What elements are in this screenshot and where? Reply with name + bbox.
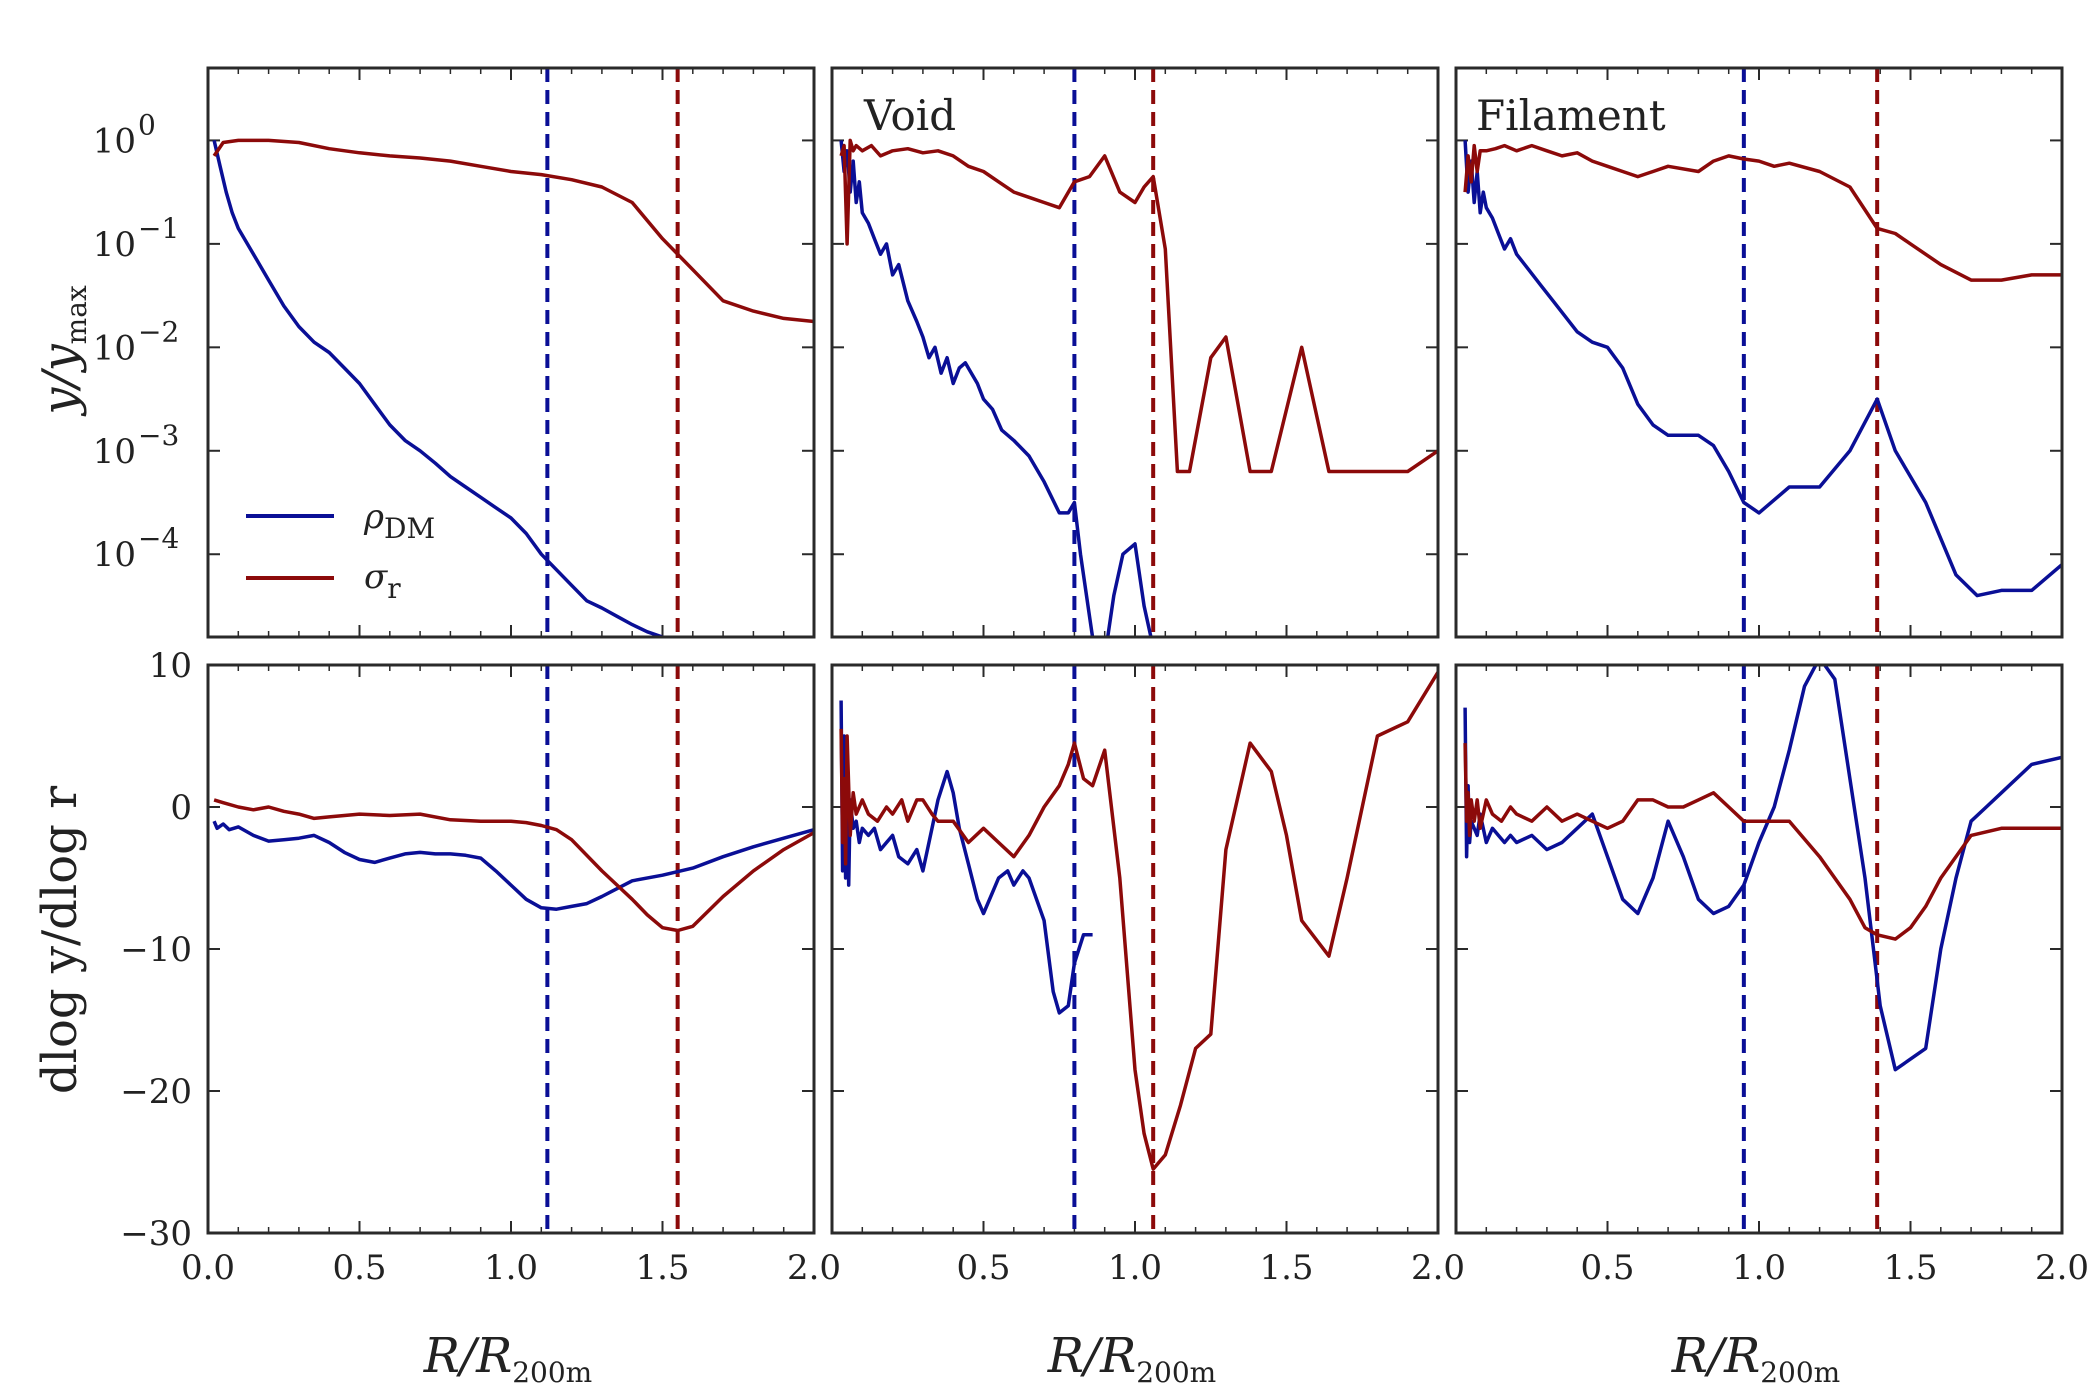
x-tick-label: 0.5 [1580,1248,1634,1288]
xlabel-col-0: R/R200m [423,1328,592,1389]
y-tick-exponent: −3 [138,419,179,452]
y-tick-label: 10 [93,535,136,575]
panel-frame [1454,663,2064,1235]
y-tick-label: 10 [93,432,136,472]
x-tick-label: 1.5 [1259,1248,1313,1288]
panel-frame [830,663,1440,1235]
y-tick-exponent: −2 [138,315,179,348]
y-tick-label: −20 [120,1072,192,1112]
series-line-sigma [1463,743,2062,941]
x-tick-label: 1.5 [1883,1248,1937,1288]
y-tick-exponent: −4 [138,522,179,555]
series-line-sigma [839,671,1438,1171]
series-line-sigma [213,798,814,933]
y-tick-label: −30 [120,1214,192,1254]
series-line-sigma [1463,143,2062,282]
y-tick-label: 0 [170,788,192,828]
panel-top-1 [830,66,1440,639]
x-tick-label: 1.0 [1732,1248,1786,1288]
y-tick-label: −10 [120,930,192,970]
x-tick-label: 0.5 [956,1248,1010,1288]
legend-label-sigma: σr [364,557,401,605]
panel-bottom-2: 0.5 1.0 1.5 2.0 [1454,663,2089,1288]
y-tick-label: 10 [149,646,192,686]
x-tick-label: 2.0 [787,1248,841,1288]
x-tick-label: 2.0 [2035,1248,2089,1288]
x-tick-label: 1.0 [1108,1248,1162,1288]
series-line-sigma [212,138,814,324]
ylabel-bottom: dlog y/dlog r [32,786,88,1094]
y-tick-exponent: −1 [138,212,179,245]
legend-label-rho: ρDM [363,497,435,545]
x-tick-label: 0.0 [181,1248,235,1288]
xlabel-col-2: R/R200m [1671,1328,1840,1389]
panel-bottom-1: 0.5 1.0 1.5 2.0 [830,663,1465,1288]
y-tick-label: 10 [93,121,136,161]
series-line-rho [1463,140,2062,598]
panel-label-void: Void [863,91,956,140]
y-tick-exponent: 0 [138,108,156,141]
panel-frame [206,66,816,639]
legend: ρDM σr [246,497,435,605]
series-line-rho [212,140,668,637]
axis-labels: R/R200m R/R200m R/R200m y/ymax dlog y/dl… [32,285,1840,1389]
series-line-rho [212,820,814,911]
panel-frame [830,66,1440,639]
series-line-rho [839,700,1093,1015]
x-tick-label: 2.0 [1411,1248,1465,1288]
panel-frame [206,663,816,1235]
series-line-rho [839,140,1153,637]
xlabel-col-1: R/R200m [1047,1328,1216,1389]
panel-top-2 [1454,66,2064,639]
x-tick-label: 0.5 [332,1248,386,1288]
panel-frame [1454,66,2064,639]
series-line-sigma [839,138,1438,474]
panel-labels: Void Filament [863,91,1666,140]
y-tick-label: 10 [93,225,136,265]
series-line-rho [1463,665,2062,1072]
panel-bottom-0: 0.0 0.5 1.0 1.5 2.0 10 0 −10 −20 −30 [120,646,841,1288]
x-tick-label: 1.0 [484,1248,538,1288]
panel-label-filament: Filament [1476,91,1666,140]
x-tick-label: 1.5 [635,1248,689,1288]
ylabel-top: y/ymax [32,285,93,417]
y-tick-label: 10 [93,328,136,368]
